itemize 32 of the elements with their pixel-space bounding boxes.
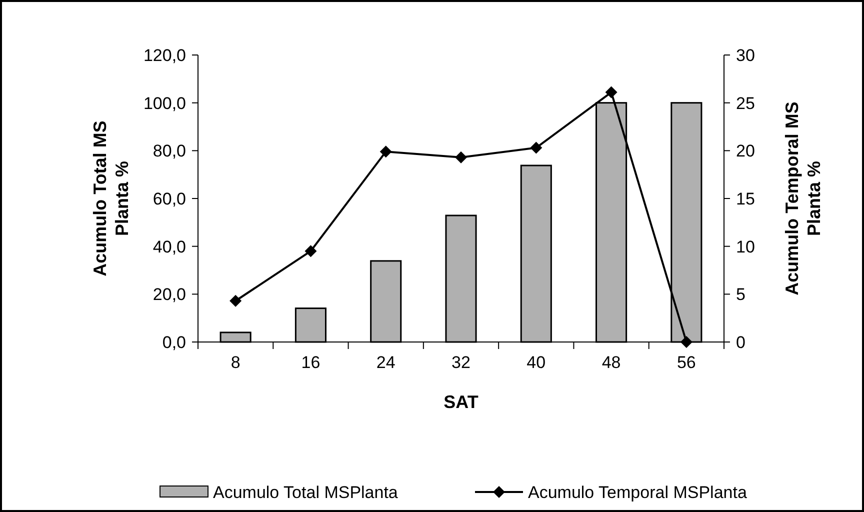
y-tick-label: 40,0	[152, 237, 186, 256]
y-tick-label: 120,0	[143, 46, 186, 65]
y-axis-title: Acumulo Total MS Planta %	[90, 120, 132, 276]
x-tick-label: 24	[376, 353, 396, 372]
x-tick-label: 40	[526, 353, 546, 372]
y2-tick-label: 25	[736, 94, 755, 113]
y-tick-label: 80,0	[152, 142, 186, 161]
y2-tick-label: 15	[736, 189, 755, 208]
x-tick-label: 8	[230, 353, 240, 372]
y-tick-label: 20,0	[152, 285, 186, 304]
x-axis-title: SAT	[444, 392, 478, 412]
x-tick-label: 16	[301, 353, 320, 372]
point	[455, 151, 467, 164]
point	[380, 146, 392, 158]
y-tick-label: 60,0	[152, 189, 186, 208]
y2-tick-label: 0	[736, 332, 746, 352]
y2-tick-label: 5	[736, 285, 746, 304]
point	[530, 142, 542, 154]
x-tick-label: 48	[602, 353, 621, 372]
legend-label: Acumulo Temporal MSPlanta	[528, 482, 748, 502]
x-tick-label: 56	[676, 353, 696, 372]
y2-tick-label: 10	[736, 237, 755, 256]
point	[230, 294, 242, 307]
legend-label: Acumulo Total MSPlanta	[213, 482, 398, 502]
y-tick-label: 0,0	[162, 332, 186, 352]
point	[605, 86, 618, 98]
y2-tick-label: 30	[736, 46, 755, 65]
y-tick-label: 100,0	[143, 94, 186, 113]
y2-axis-title: Acumulo Temporal MS Planta %	[782, 102, 824, 296]
y2-tick-label: 20	[736, 142, 755, 161]
x-tick-label: 32	[452, 353, 470, 372]
point	[304, 245, 317, 258]
